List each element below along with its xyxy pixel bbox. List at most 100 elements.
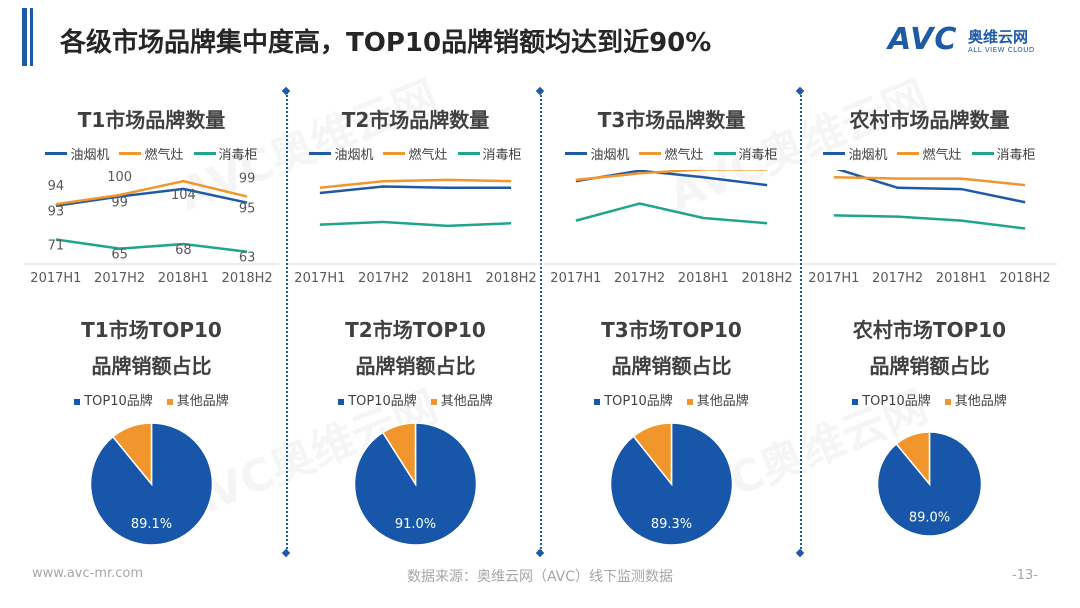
line-chart-title: 农村市场品牌数量	[849, 108, 1010, 132]
legend-item: 油烟机	[565, 144, 629, 163]
line-chart: 2017H1 2017H2 2018H1 2018H2 93 99 104 95 94 100 10…	[24, 170, 279, 286]
data-label: 65	[111, 248, 128, 263]
line-chart: 2017H1 2017H2 2018H1 2018H2	[544, 170, 799, 286]
pie-legend-swatch	[338, 398, 345, 405]
pie-legend-label: TOP10品牌	[84, 394, 153, 409]
pie-chart-subtitle: 品牌销额占比	[355, 354, 476, 378]
pie-legend-item: TOP10品牌	[852, 390, 931, 409]
pie-legend-item: 其他品牌	[430, 390, 493, 409]
legend-swatch	[457, 152, 480, 155]
footer-website: www.avc-mr.com	[32, 566, 144, 581]
x-tick-label: 2017H2	[614, 271, 665, 286]
data-label: 99	[111, 196, 128, 211]
legend-item: 燃气灶	[119, 144, 184, 163]
x-tick-label: 2017H1	[30, 271, 81, 286]
series-line	[833, 176, 1026, 187]
pie-legend: TOP10品牌 其他品牌	[544, 390, 799, 409]
data-label: 68	[175, 243, 192, 258]
pie-legend-swatch	[686, 398, 693, 405]
pie-chart: 89.3%	[609, 422, 734, 546]
line-chart-title: T3市场品牌数量	[597, 108, 746, 132]
pie-value-label: 89.0%	[909, 510, 950, 525]
x-tick-label: 2018H1	[422, 271, 473, 286]
x-tick-label: 2017H2	[872, 271, 923, 286]
pie-legend: TOP10品牌 其他品牌	[288, 390, 543, 409]
data-label: 100	[107, 170, 132, 185]
panel-divider	[540, 92, 542, 552]
pie-chart: 89.1%	[89, 422, 214, 546]
pie-legend-label: TOP10品牌	[604, 394, 673, 409]
pie-legend: TOP10品牌 其他品牌	[24, 390, 279, 409]
data-label: 94	[48, 179, 65, 194]
x-tick-label: 2018H2	[742, 271, 793, 286]
page-number: -13-	[1012, 568, 1038, 583]
pie-legend-label: 其他品牌	[176, 394, 229, 409]
legend-label: 油烟机	[590, 148, 630, 163]
line-legend: 油烟机 燃气灶 消毒柜	[288, 144, 543, 163]
line-chart-title: T1市场品牌数量	[77, 108, 226, 132]
data-label: 63	[239, 251, 256, 266]
footer-source: 数据来源：奥维云网（AVC）线下监测数据	[406, 569, 674, 585]
data-label: 99	[239, 172, 256, 187]
pie-legend-swatch	[74, 398, 81, 405]
pie-legend-swatch	[430, 398, 437, 405]
panel-divider	[286, 92, 288, 552]
legend-label: 燃气灶	[922, 148, 962, 163]
legend-swatch	[45, 152, 68, 155]
line-chart: 2017H1 2017H2 2018H1 2018H2	[802, 170, 1057, 286]
x-tick-label: 2017H2	[94, 271, 145, 286]
pie-chart-title: T1市场TOP10	[81, 318, 222, 342]
x-tick-label: 2018H1	[936, 271, 987, 286]
market-panel-t3: T3市场品牌数量 油烟机 燃气灶 消毒柜 2017H1 2017H2 2018H1 2018H…	[544, 96, 799, 556]
pie-legend-label: 其他品牌	[696, 394, 749, 409]
legend-item: 燃气灶	[897, 144, 962, 163]
pie-chart: 91.0%	[353, 422, 478, 546]
line-chart-title: T2市场品牌数量	[341, 108, 490, 132]
legend-item: 燃气灶	[639, 144, 704, 163]
logo-cn-text: 奥维云网	[968, 28, 1029, 46]
market-panel-t2: T2市场品牌数量 油烟机 燃气灶 消毒柜 2017H1 2017H2 2018H1 2018H…	[288, 96, 543, 556]
x-tick-label: 2017H1	[808, 271, 859, 286]
series-line	[55, 187, 248, 207]
legend-label: 油烟机	[334, 148, 374, 163]
legend-label: 燃气灶	[664, 148, 704, 163]
pie-legend-item: TOP10品牌	[338, 390, 417, 409]
pie-legend-swatch	[944, 398, 951, 405]
legend-swatch	[823, 152, 846, 155]
series-line	[319, 185, 512, 195]
pie-legend-swatch	[594, 398, 601, 405]
pie-legend-label: TOP10品牌	[862, 394, 931, 409]
legend-swatch	[971, 152, 994, 155]
pie-chart-title: T3市场TOP10	[601, 318, 742, 342]
x-tick-label: 2017H1	[294, 271, 345, 286]
x-tick-label: 2017H1	[550, 271, 601, 286]
legend-label: 消毒柜	[738, 148, 778, 163]
legend-swatch	[897, 152, 920, 155]
legend-swatch	[713, 152, 736, 155]
legend-swatch	[565, 152, 588, 155]
series-line	[55, 238, 248, 253]
avc-logo: AVC 奥维云网 ALL VIEW CLOUD	[888, 22, 1058, 62]
legend-item: 消毒柜	[193, 144, 258, 163]
legend-label: 消毒柜	[996, 148, 1036, 163]
pie-legend-label: 其他品牌	[440, 394, 493, 409]
pie-value-label: 89.1%	[131, 517, 172, 532]
series-line	[575, 202, 768, 225]
pie-slice-others	[111, 422, 153, 487]
pie-legend-swatch	[852, 398, 859, 405]
x-tick-label: 2018H2	[1000, 271, 1051, 286]
pie-legend-item: TOP10品牌	[594, 390, 673, 409]
legend-item: 消毒柜	[713, 144, 778, 163]
legend-label: 油烟机	[848, 148, 888, 163]
market-panel-rural: 农村市场品牌数量油烟机 燃气灶 消毒柜 2017H1 2017H2 2018H1 2018H…	[802, 96, 1057, 556]
series-line	[835, 170, 1026, 204]
legend-item: 油烟机	[309, 144, 373, 163]
market-panel-t1: T1市场品牌数量 油烟机 燃气灶 消毒柜 2017H1 2017H2 2018H1 2018H…	[24, 96, 279, 556]
legend-item: 消毒柜	[457, 144, 522, 163]
series-line	[319, 178, 512, 190]
legend-item: 油烟机	[823, 144, 887, 163]
pie-chart-title: T2市场TOP10	[345, 318, 486, 342]
legend-swatch	[639, 152, 662, 155]
legend-swatch	[383, 152, 406, 155]
legend-label: 消毒柜	[482, 148, 522, 163]
